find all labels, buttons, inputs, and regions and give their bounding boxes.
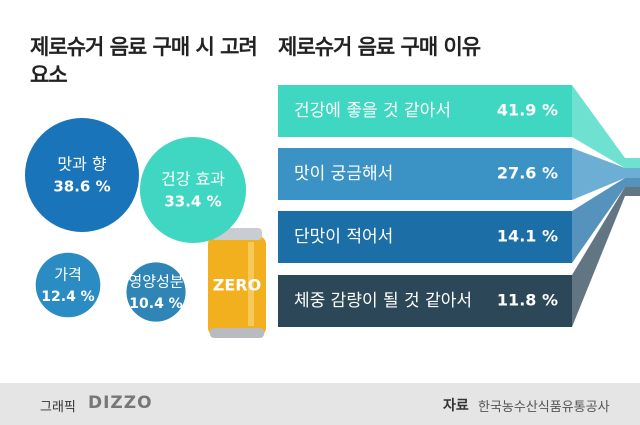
funnel-tail: [572, 187, 640, 327]
bar-label: 맛이 궁금해서: [294, 164, 393, 184]
can-label: ZERO: [213, 276, 261, 295]
value-label: 12.4 %: [41, 289, 94, 305]
source: 한국농수산식품유통공사: [478, 400, 610, 415]
source-label: 자료: [443, 398, 469, 414]
bar: [278, 275, 572, 327]
bubble-label: 가격: [54, 266, 82, 284]
value-label: 11.8 %: [497, 291, 558, 310]
value-label: 33.4 %: [164, 193, 221, 211]
bubble-label: 영양성분: [128, 273, 183, 291]
bar-label: 체중 감량이 될 것 같아서: [294, 291, 472, 311]
funnel-tail: [572, 85, 640, 168]
bar: [278, 211, 572, 263]
bar-label: 건강에 좋을 것 같아서: [294, 101, 451, 121]
bar-label: 단맛이 적어서: [294, 227, 393, 247]
footer: 그래픽 DIZZO 자료 한국농수산식품유통공사: [0, 383, 640, 425]
bar: [278, 148, 572, 200]
value-label: 10.4 %: [129, 296, 182, 312]
funnel-tail: [572, 178, 640, 263]
value-label: 41.9 %: [497, 101, 558, 120]
funnel-tail: [572, 148, 640, 200]
can-bottom: [210, 328, 264, 338]
value-label: 27.6 %: [497, 164, 558, 183]
value-label: 38.6 %: [53, 178, 110, 196]
value-label: 14.1 %: [497, 227, 558, 246]
graphic-label: 그래픽: [40, 400, 76, 415]
graphic-credit: DIZZO: [88, 393, 153, 413]
chart-title: 제로슈거 음료 구매 이유: [278, 35, 481, 59]
bubble: [25, 118, 139, 232]
bubble-label: 건강 효과: [161, 170, 225, 189]
chart-title: 제로슈거 음료 구매 시 고려 요소: [30, 35, 258, 87]
bar: [278, 85, 572, 137]
bubble: [139, 136, 247, 244]
bubble-label: 맛과 향: [57, 155, 107, 174]
bubble: [126, 262, 186, 322]
bubble: [35, 252, 101, 318]
can-shine: [248, 242, 254, 326]
